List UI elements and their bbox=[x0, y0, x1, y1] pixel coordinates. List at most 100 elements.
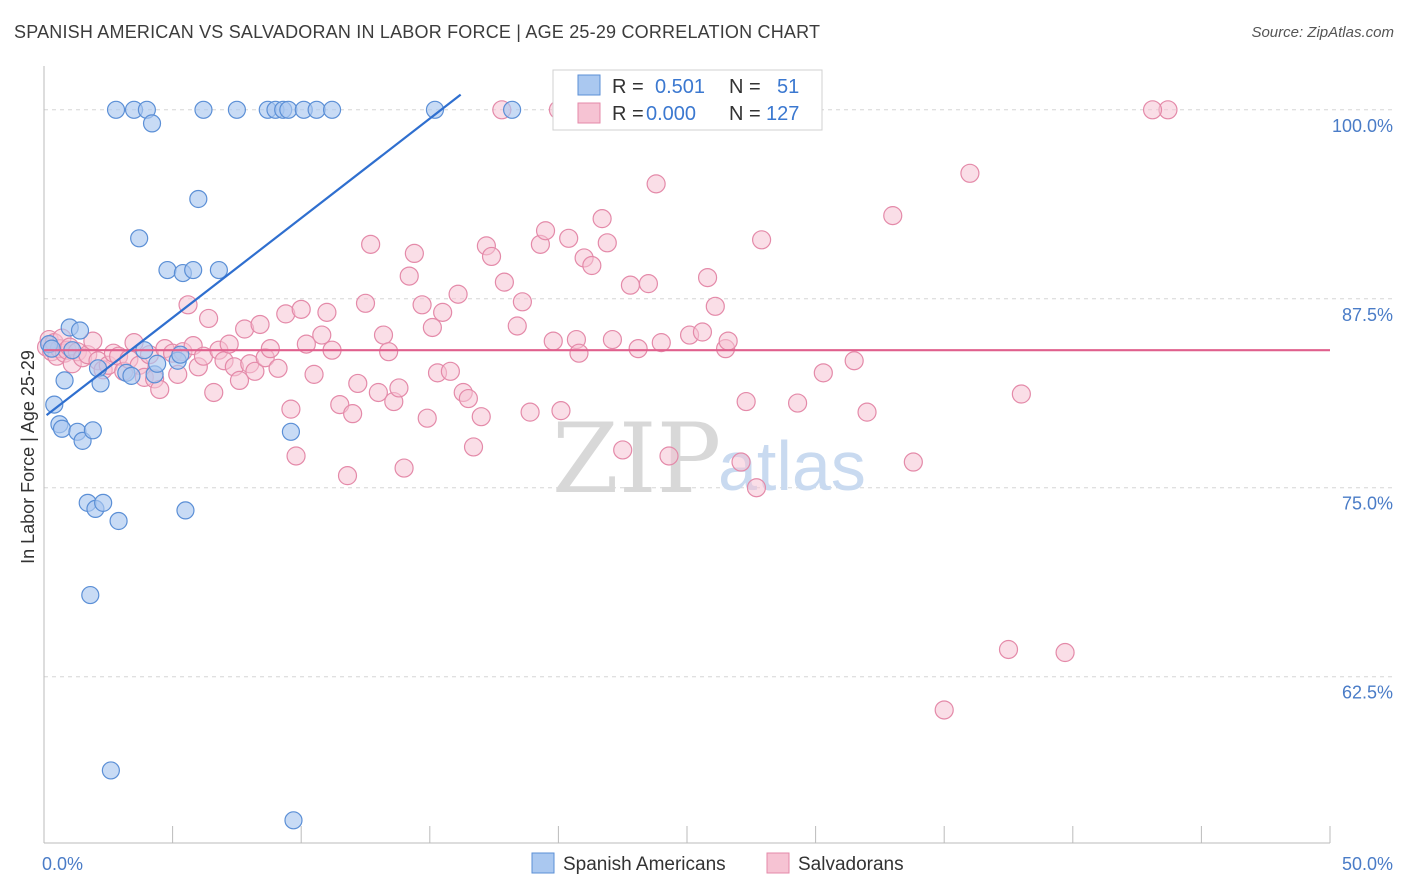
salvadorans-point bbox=[463, 437, 484, 457]
salvadorans-point bbox=[638, 274, 659, 294]
salvadorans-point bbox=[219, 334, 239, 354]
chart-source: Source: ZipAtlas.com bbox=[1251, 24, 1394, 41]
salvadorans-point bbox=[692, 322, 713, 342]
salvadorans-point bbox=[646, 174, 666, 194]
salvadorans-point bbox=[389, 378, 409, 398]
salvadorans-point bbox=[296, 334, 316, 354]
salvadorans-point bbox=[507, 316, 527, 336]
salvadorans-point bbox=[337, 466, 358, 486]
spanish-americans-point bbox=[279, 100, 298, 119]
spanish-americans-point bbox=[45, 395, 64, 414]
legend-spanish-americans-label: Spanish Americans bbox=[563, 854, 726, 875]
salvadorans-point bbox=[1011, 384, 1031, 404]
spanish-americans-point bbox=[106, 100, 126, 119]
spanish-americans-point bbox=[171, 345, 190, 364]
salvadorans-point bbox=[602, 329, 623, 350]
legend-blue-n-value: 51 bbox=[777, 76, 799, 98]
salvadorans-point bbox=[373, 325, 394, 345]
salvadorans-point bbox=[857, 402, 877, 422]
salvadorans-point bbox=[613, 440, 633, 460]
legend-salvadorans-label: Salvadorans bbox=[798, 854, 904, 875]
salvadorans-point bbox=[512, 292, 532, 312]
legend-blue-r-label: R = bbox=[612, 76, 644, 98]
salvadorans-point bbox=[448, 284, 468, 304]
salvadorans-point bbox=[260, 339, 280, 359]
spanish-americans-point bbox=[184, 260, 203, 280]
spanish-americans-point bbox=[425, 100, 445, 119]
salvadorans-point bbox=[471, 407, 491, 427]
salvadorans-point bbox=[379, 342, 399, 362]
legend-blue-n-label: N = bbox=[729, 76, 761, 98]
y-tick-label-1: 87.5% bbox=[1342, 305, 1393, 325]
salvadorans-point bbox=[286, 446, 306, 466]
spanish-americans-point bbox=[94, 493, 113, 512]
spanish-americans-point bbox=[322, 100, 342, 119]
salvadorans-point bbox=[520, 402, 540, 422]
legend-pink-n-value: 127 bbox=[766, 103, 799, 125]
salvadorans-point bbox=[903, 452, 923, 472]
spanish-americans-point bbox=[101, 761, 120, 780]
legend-blue-swatch bbox=[577, 74, 601, 96]
salvadorans-point bbox=[597, 233, 617, 253]
salvadorans-point bbox=[998, 639, 1019, 660]
legend-pink-swatch bbox=[577, 102, 601, 124]
y-tick-labels: 100.0% 87.5% 75.0% 62.5% bbox=[1332, 116, 1393, 703]
salvadorans-point bbox=[844, 351, 864, 371]
salvadorans-point bbox=[361, 234, 381, 254]
spanish-americans-point bbox=[83, 421, 102, 440]
trend-lines bbox=[44, 93, 1330, 417]
salvadorans-point bbox=[659, 446, 679, 466]
chart-title: SPANISH AMERICAN VS SALVADORAN IN LABOR … bbox=[14, 22, 821, 42]
y-tick-label-3: 62.5% bbox=[1342, 683, 1393, 703]
salvadorans-point bbox=[229, 370, 250, 390]
y-tick-label-0: 100.0% bbox=[1332, 116, 1393, 136]
salvadorans-point bbox=[199, 308, 219, 329]
salvadorans-point bbox=[494, 272, 514, 292]
spanish-americans-point bbox=[109, 511, 128, 531]
spanish-americans-point bbox=[503, 100, 522, 119]
salvadorans-point bbox=[620, 275, 641, 295]
salvadorans-point bbox=[813, 363, 833, 383]
salvadorans-point bbox=[433, 302, 453, 322]
salvadorans-point bbox=[535, 221, 556, 241]
salvadorans-point bbox=[718, 331, 738, 351]
salvadorans-point bbox=[559, 228, 579, 248]
y-axis-label: In Labor Force | Age 25-29 bbox=[18, 350, 38, 564]
spanish-americans-points bbox=[40, 100, 522, 830]
salvadorans-point bbox=[731, 452, 751, 472]
salvadorans-point bbox=[960, 163, 980, 183]
salvadorans-point bbox=[312, 325, 332, 345]
salvadorans-point bbox=[582, 255, 602, 276]
salvadorans-point bbox=[481, 246, 502, 267]
watermark: ZIP atlas bbox=[552, 403, 866, 515]
legend-pink-r-label: R = bbox=[612, 103, 644, 125]
salvadorans-point bbox=[883, 206, 903, 226]
watermark-zip: ZIP bbox=[552, 403, 721, 515]
salvadorans-point bbox=[628, 339, 648, 359]
salvadorans-point bbox=[348, 373, 368, 394]
spanish-americans-point bbox=[227, 100, 246, 119]
salvadorans-point bbox=[355, 293, 376, 313]
salvadorans-point bbox=[440, 361, 460, 381]
salvadorans-point bbox=[412, 295, 432, 315]
salvadorans-point bbox=[343, 404, 363, 424]
salvadorans-point bbox=[304, 364, 324, 384]
spanish-americans-point bbox=[281, 422, 301, 441]
x-tick-label-1: 50.0% bbox=[1342, 854, 1393, 874]
salvadorans-point bbox=[751, 230, 772, 250]
salvadorans-point bbox=[422, 317, 442, 338]
grid-lines bbox=[44, 109, 1395, 678]
salvadorans-point bbox=[250, 314, 270, 335]
legend-salvadorans-swatch bbox=[766, 852, 790, 874]
salvadorans-point bbox=[268, 358, 288, 378]
x-tick-label-0: 0.0% bbox=[42, 854, 83, 874]
spanish-americans-point bbox=[284, 811, 303, 830]
salvadorans-point bbox=[592, 209, 612, 229]
legend-blue-r-value: 0.501 bbox=[655, 76, 705, 98]
salvadorans-point bbox=[651, 333, 671, 353]
salvadorans-point bbox=[1055, 642, 1075, 663]
salvadorans-point bbox=[291, 299, 311, 319]
spanish-americans-point bbox=[55, 371, 74, 390]
salvadorans-point bbox=[458, 388, 478, 409]
